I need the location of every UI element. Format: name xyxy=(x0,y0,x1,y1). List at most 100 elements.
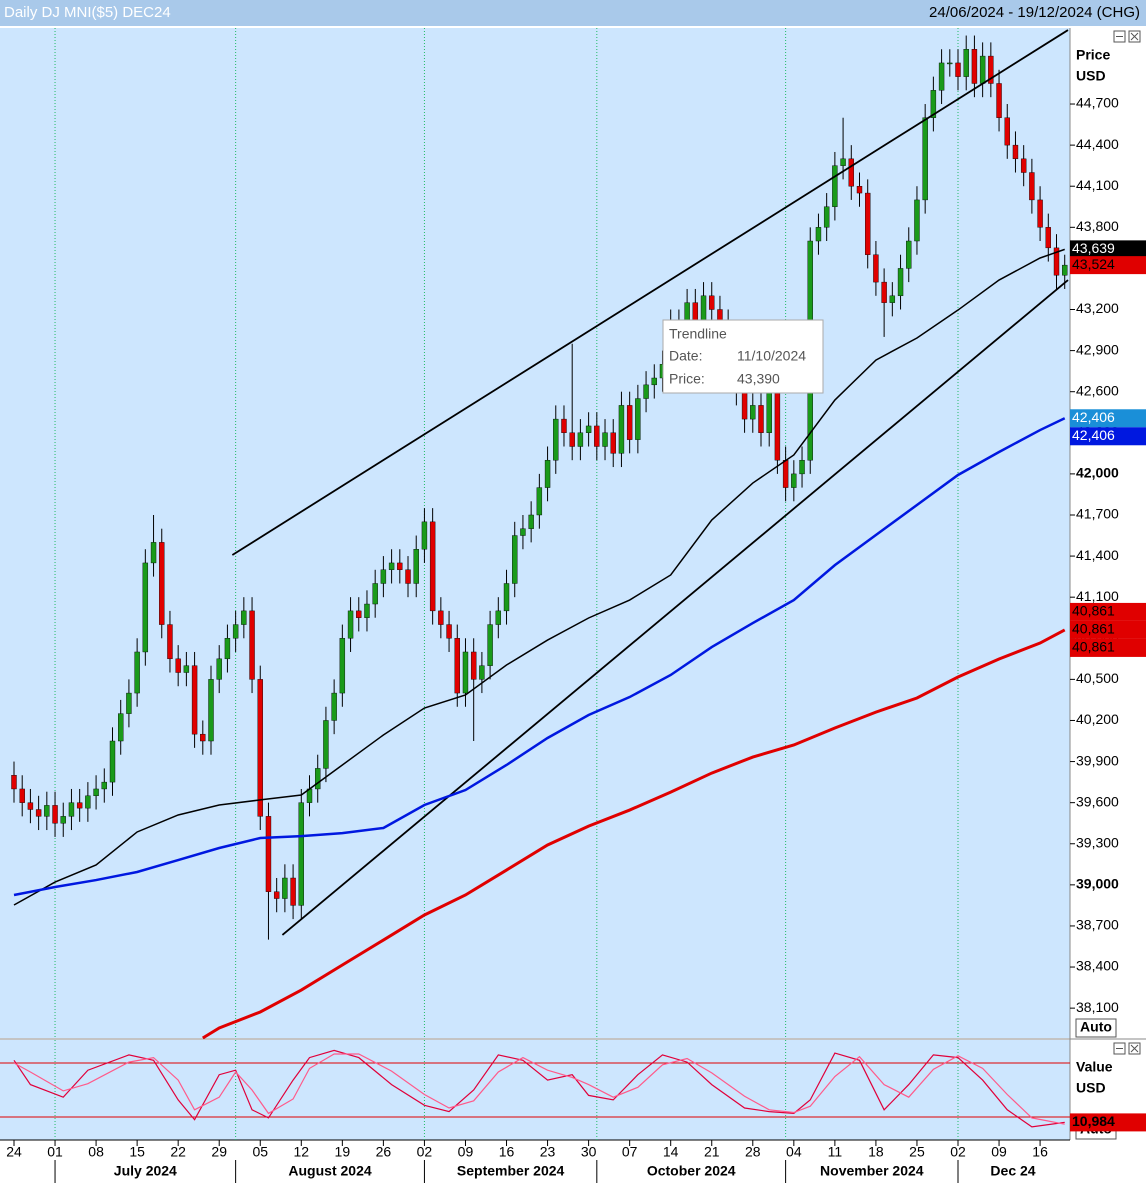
candle-body xyxy=(1037,199,1043,228)
candle-body xyxy=(971,49,978,84)
header-bar xyxy=(0,0,1146,26)
candle-body xyxy=(101,781,107,790)
moving-average xyxy=(13,417,1066,897)
candle-body xyxy=(815,227,822,242)
candle-body xyxy=(257,679,263,817)
x-tick-label: 24 xyxy=(6,1144,22,1160)
candle-body xyxy=(183,665,190,673)
candle-body xyxy=(282,877,288,899)
x-tick-label: 19 xyxy=(335,1144,351,1160)
candle-body xyxy=(224,638,231,660)
candle-body xyxy=(438,610,444,625)
candle-body xyxy=(528,514,534,529)
month-label: August 2024 xyxy=(288,1163,371,1179)
candle-body xyxy=(200,733,206,742)
candle-body xyxy=(298,802,304,906)
y-tick-label: 42,000 xyxy=(1076,465,1119,481)
value-box xyxy=(1070,1113,1146,1132)
candle-body xyxy=(626,405,633,440)
oscillator-line xyxy=(13,1053,1065,1125)
value-box xyxy=(1070,427,1146,446)
candle-body xyxy=(1053,247,1060,276)
x-tick-label: 07 xyxy=(622,1144,638,1160)
x-tick-label: 25 xyxy=(909,1144,925,1160)
panel-icons[interactable] xyxy=(1113,30,1141,1055)
candle-body xyxy=(873,254,879,283)
candle-body xyxy=(520,528,526,536)
value-box-label: 42,406 xyxy=(1072,409,1115,425)
candle-body xyxy=(76,802,83,809)
y-tick-label: 39,600 xyxy=(1076,793,1119,809)
candle-body xyxy=(651,377,657,386)
candle-body xyxy=(750,405,756,420)
candle-body xyxy=(413,549,419,584)
month-label: July 2024 xyxy=(114,1163,177,1179)
candle-body xyxy=(823,206,830,228)
y-tick-label: 41,700 xyxy=(1076,506,1119,522)
candle-body xyxy=(963,49,969,77)
candle-body xyxy=(273,891,280,899)
candle-body xyxy=(700,295,707,324)
candle-body xyxy=(315,768,321,790)
x-tick-label: 12 xyxy=(294,1144,310,1160)
candle-body xyxy=(19,788,25,803)
candle-body xyxy=(134,651,140,694)
value-box-label: 40,861 xyxy=(1072,639,1115,655)
candle-body xyxy=(150,542,157,564)
candle-body xyxy=(938,62,945,91)
candle-body xyxy=(142,562,149,653)
x-tick-label: 21 xyxy=(704,1144,720,1160)
candle-body xyxy=(569,432,575,447)
value-box xyxy=(1070,602,1146,621)
candle-body xyxy=(996,83,1002,118)
auto-label[interactable]: Auto xyxy=(1080,1019,1112,1035)
y-tick-label: 41,100 xyxy=(1076,588,1119,604)
candle-body xyxy=(618,405,625,454)
value-box-label: 40,861 xyxy=(1072,621,1115,637)
value-box-label: 43,524 xyxy=(1072,256,1115,272)
candle-body xyxy=(126,692,132,714)
candle-body xyxy=(536,487,543,516)
candle-body xyxy=(774,391,781,461)
candle-body xyxy=(544,459,551,488)
candle-body xyxy=(331,692,337,721)
month-label: September 2024 xyxy=(457,1163,565,1179)
oscillator-panel xyxy=(0,1040,1070,1140)
candle-body xyxy=(503,583,510,612)
candle-body xyxy=(462,651,469,694)
tooltip-value: 43,390 xyxy=(737,371,780,387)
auto-button[interactable] xyxy=(1075,1018,1117,1038)
candle-body xyxy=(799,459,805,475)
candle-body xyxy=(906,240,912,269)
x-tick-label: 01 xyxy=(47,1144,63,1160)
candle-body xyxy=(388,562,395,570)
candle-body xyxy=(109,740,116,783)
y-tick-label: 39,900 xyxy=(1076,752,1119,768)
candle-body xyxy=(35,809,42,817)
y-tick-label: 40,500 xyxy=(1076,670,1119,686)
candle-body xyxy=(421,521,428,550)
candle-body xyxy=(610,432,616,454)
month-label: Dec 24 xyxy=(990,1163,1035,1179)
candle-body xyxy=(922,117,928,201)
candle-body xyxy=(840,158,846,166)
candle-body xyxy=(594,425,600,447)
y-tick-label: 44,700 xyxy=(1076,95,1119,111)
candle-body xyxy=(635,398,641,440)
header-range: 24/06/2024 - 19/12/2024 (CHG) xyxy=(929,4,1140,21)
tooltip-title: Trendline xyxy=(669,326,727,342)
value-box xyxy=(1070,620,1146,639)
tooltip-key: Price: xyxy=(669,371,705,387)
candle-body xyxy=(782,459,789,488)
candle-body xyxy=(364,603,370,618)
y-tick-label: 38,700 xyxy=(1076,917,1119,933)
y-tick-label: 38,100 xyxy=(1076,999,1119,1015)
x-tick-label: 23 xyxy=(540,1144,556,1160)
value-box-label: 10,984 xyxy=(1072,1113,1115,1129)
x-tick-label: 02 xyxy=(950,1144,966,1160)
candle-body xyxy=(988,55,994,84)
candle-body xyxy=(446,624,452,639)
candle-body xyxy=(914,199,920,242)
